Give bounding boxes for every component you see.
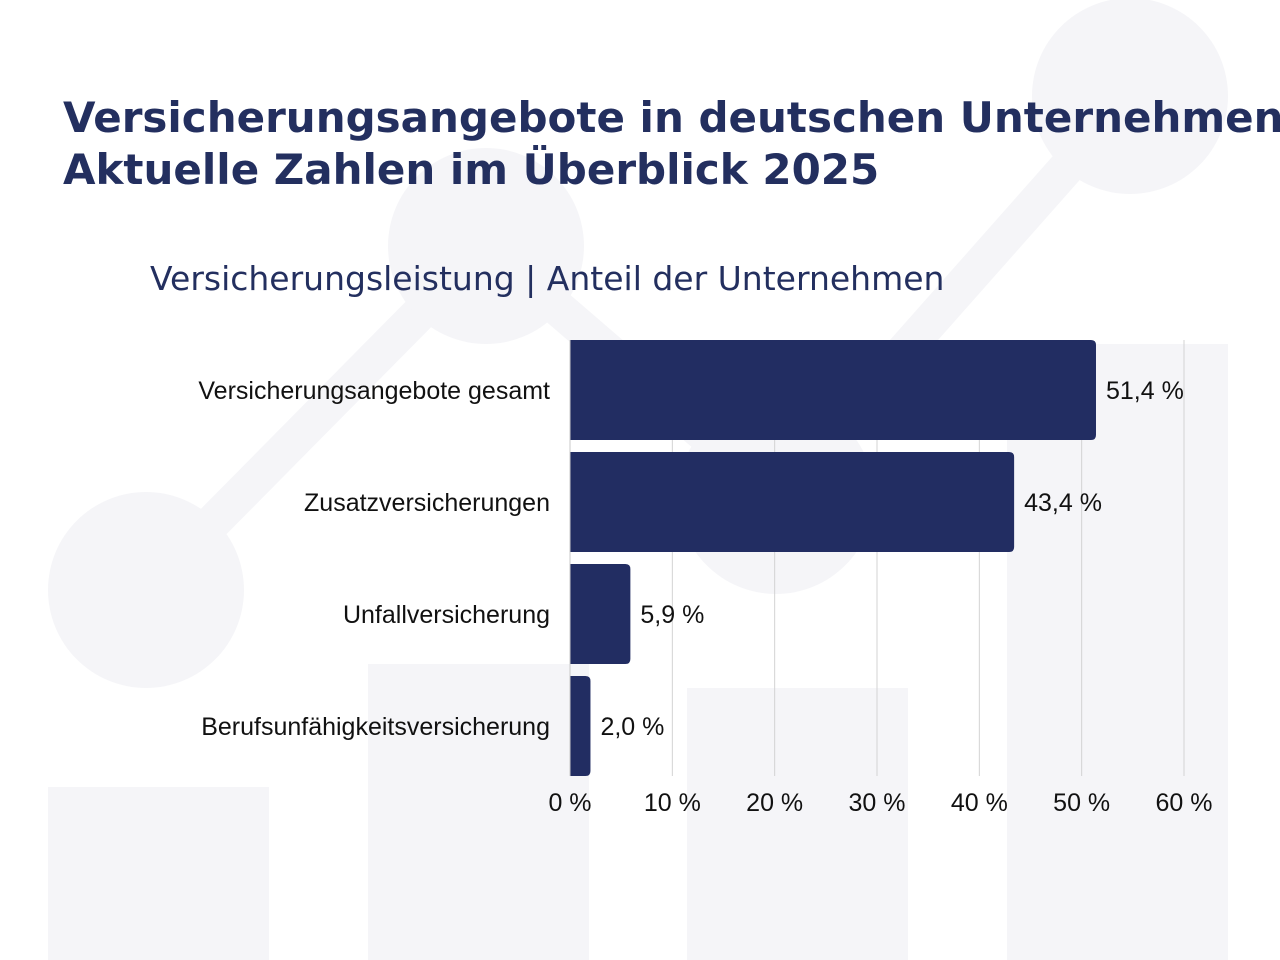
x-tick-label: 20 % — [746, 789, 803, 817]
value-label: 43,4 % — [1024, 489, 1102, 517]
page-title-line-2: Aktuelle Zahlen im Überblick 2025 — [63, 145, 880, 194]
x-tick-label: 50 % — [1053, 789, 1110, 817]
x-tick-labels: 0 % 10 % 20 % 30 % 40 % 50 % 60 % — [548, 789, 1212, 817]
category-label: Zusatzversicherungen — [304, 489, 550, 517]
x-tick-label: 10 % — [644, 789, 701, 817]
value-labels: 51,4 % 43,4 % 5,9 % 2,0 % — [600, 377, 1183, 741]
bar — [570, 564, 631, 664]
x-tick-label: 60 % — [1156, 789, 1213, 817]
page-title-line-1: Versicherungsangebote in deutschen Unter… — [63, 93, 1280, 142]
bar — [570, 676, 591, 776]
category-labels: Versicherungsangebote gesamt Zusatzversic… — [198, 377, 550, 741]
category-label: Unfallversicherung — [343, 601, 550, 629]
value-label: 5,9 % — [640, 601, 704, 629]
category-label: Versicherungsangebote gesamt — [198, 377, 550, 405]
bar — [570, 340, 1096, 440]
bars — [570, 340, 1096, 776]
value-label: 2,0 % — [600, 713, 664, 741]
category-label: Berufsunfähigkeitsversicherung — [201, 713, 550, 741]
x-tick-label: 30 % — [849, 789, 906, 817]
page-title: Versicherungsangebote in deutschen Unter… — [63, 92, 1280, 196]
value-label: 51,4 % — [1106, 377, 1184, 405]
bar — [570, 452, 1015, 552]
chart-title: Versicherungsleistung | Anteil der Unter… — [150, 259, 945, 298]
x-tick-label: 40 % — [951, 789, 1008, 817]
x-tick-label: 0 % — [548, 789, 591, 817]
